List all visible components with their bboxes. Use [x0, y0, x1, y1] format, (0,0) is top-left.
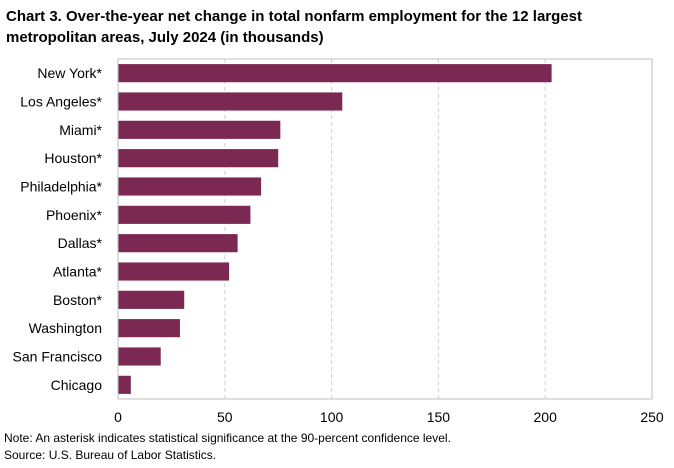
category-label: Los Angeles*: [20, 94, 102, 110]
category-label: San Francisco: [13, 349, 103, 365]
bar-miami: [118, 120, 281, 139]
note-text: Note: An asterisk indicates statistical …: [4, 431, 451, 445]
x-tick-label: 50: [217, 409, 233, 425]
bar-philadelphia: [118, 177, 262, 196]
footnotes: Note: An asterisk indicates statistical …: [4, 430, 451, 464]
source-text: Source: U.S. Bureau of Labor Statistics.: [4, 448, 217, 462]
bar-houston: [118, 149, 279, 168]
bar-dallas: [118, 234, 238, 253]
bar-chicago: [118, 375, 131, 394]
x-tick-label: 150: [427, 409, 451, 425]
plot-border: [117, 58, 653, 400]
category-label: Boston*: [53, 292, 103, 308]
x-tick-label: 0: [114, 409, 122, 425]
category-label: Washington: [29, 320, 102, 336]
category-label: Miami*: [59, 122, 102, 138]
x-tick-label: 250: [640, 409, 664, 425]
bar-phoenix: [118, 205, 251, 224]
category-label: New York*: [37, 65, 102, 81]
category-label: Atlanta*: [53, 264, 103, 280]
category-label: Chicago: [51, 377, 103, 393]
grid-lines: [224, 59, 546, 399]
bar-boston: [118, 290, 185, 309]
bar-new-york: [118, 64, 552, 83]
chart-title: Chart 3. Over-the-year net change in tot…: [6, 8, 582, 46]
category-label: Phoenix*: [46, 207, 103, 223]
category-label: Dallas*: [58, 235, 103, 251]
bars: [118, 64, 552, 394]
x-tick-label: 200: [534, 409, 558, 425]
category-labels: New York* Los Angeles* Miami* Houston* Phila…: [13, 65, 103, 393]
category-label: Philadelphia*: [20, 179, 102, 195]
bar-atlanta: [118, 262, 230, 281]
bar-san-francisco: [118, 347, 161, 366]
bar-washington: [118, 319, 180, 338]
x-tick-label: 100: [320, 409, 344, 425]
bar-los-angeles: [118, 92, 343, 111]
x-tick-labels: 0 50 100 150 200 250: [114, 409, 664, 425]
category-label: Houston*: [44, 150, 102, 166]
